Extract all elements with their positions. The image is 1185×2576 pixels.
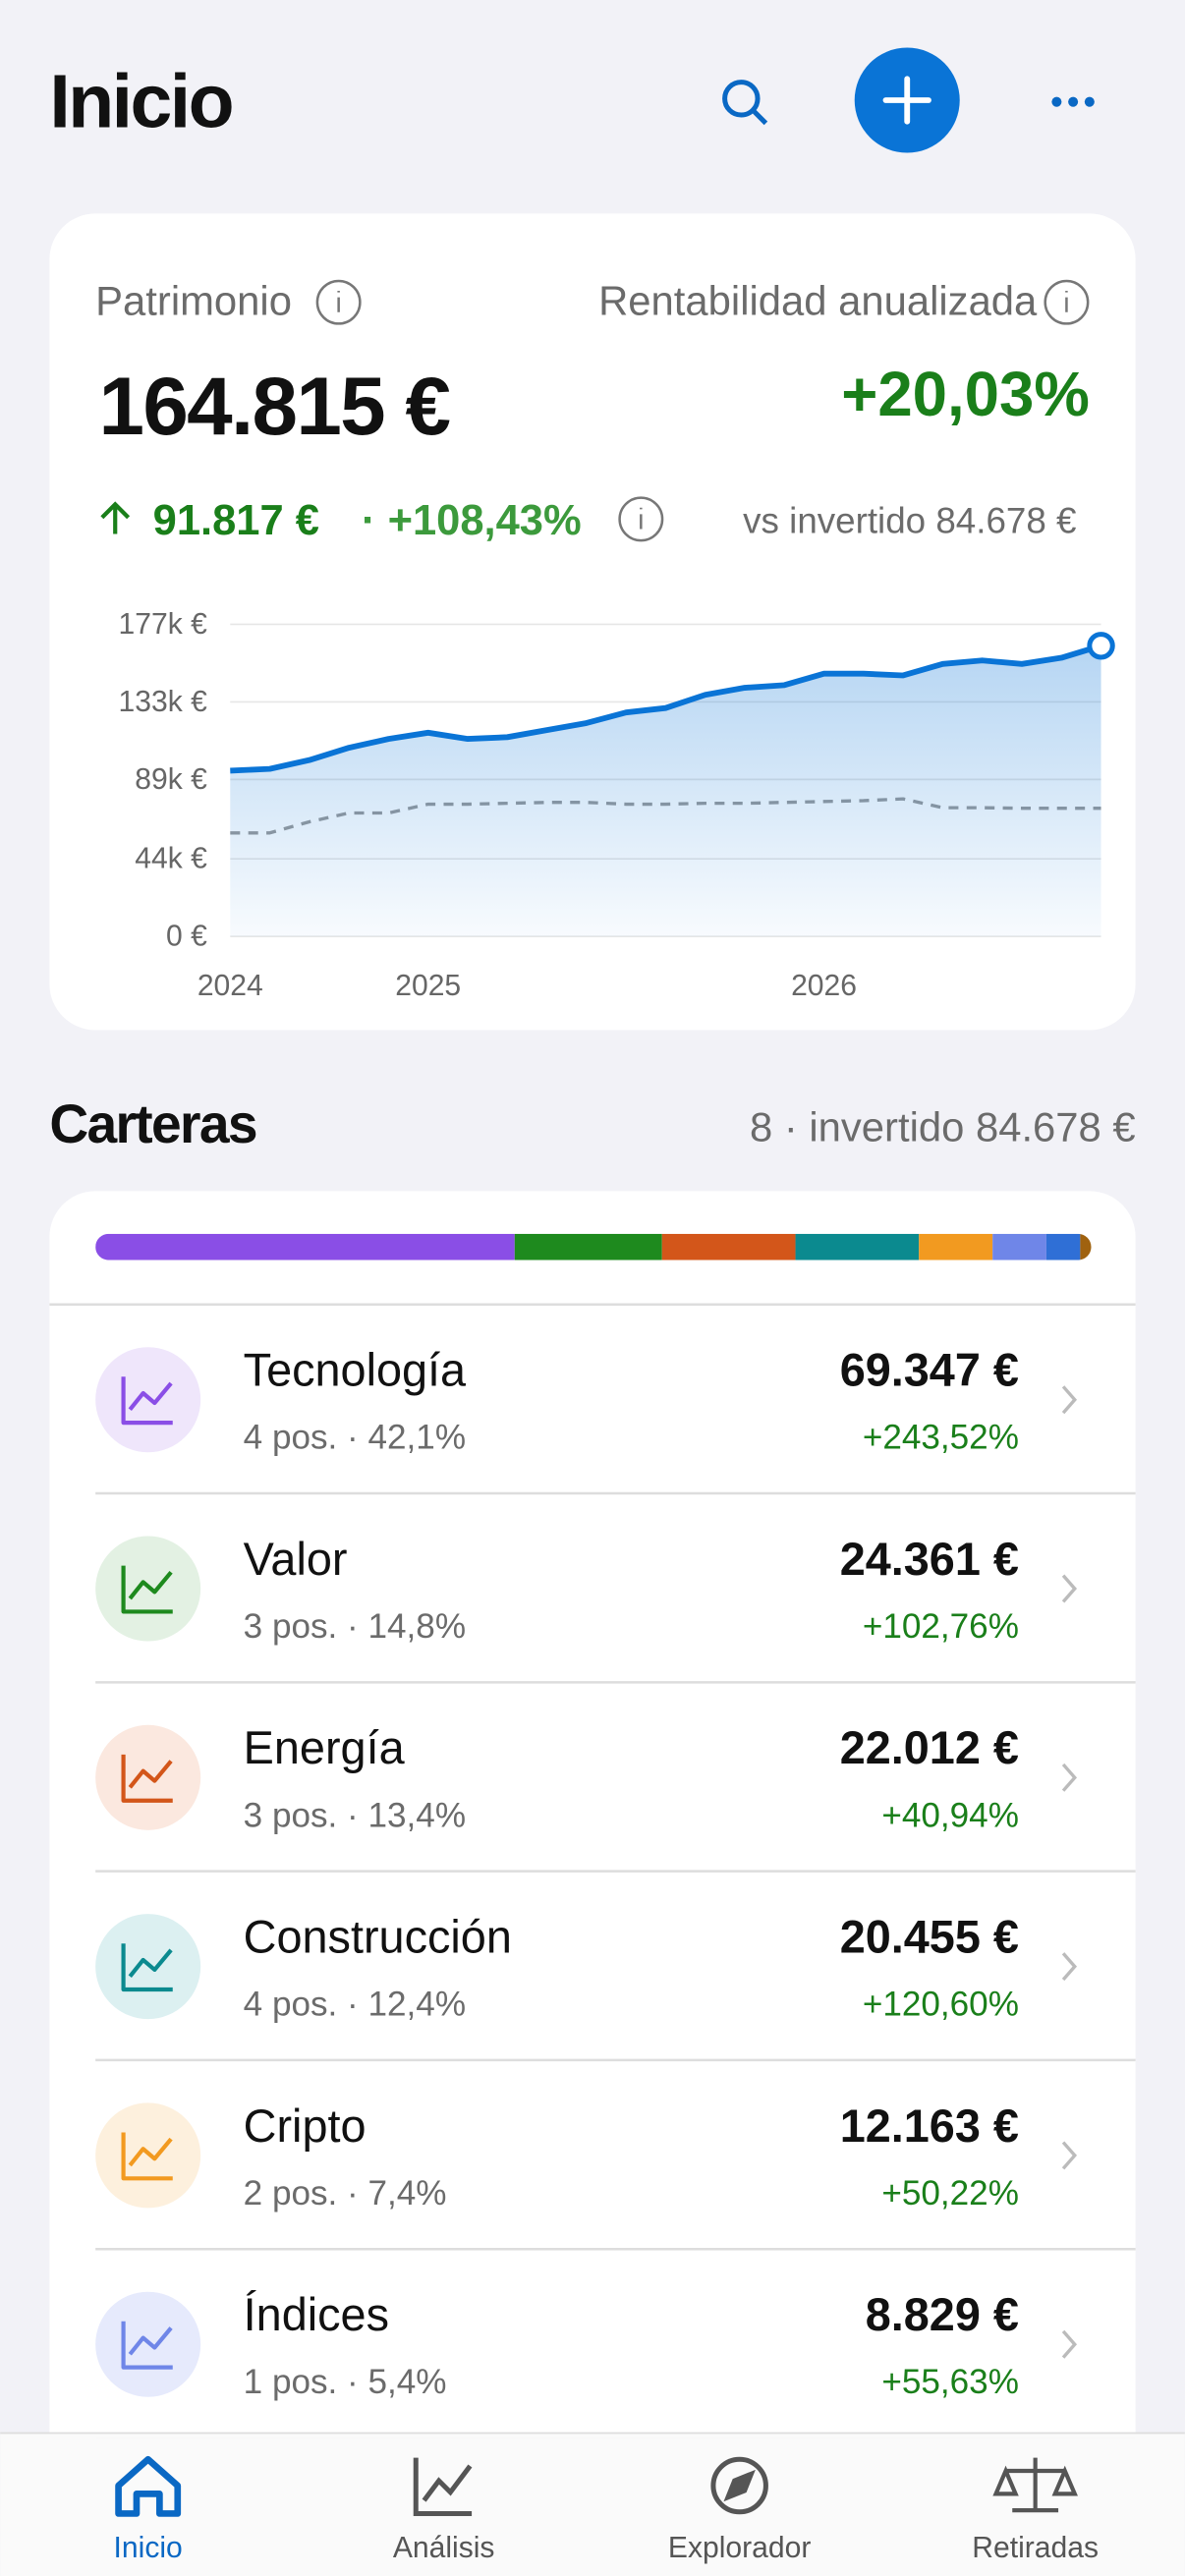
withdrawals-icon bbox=[992, 2457, 1078, 2513]
portfolio-change: +40,94% bbox=[881, 1796, 1019, 1834]
chevron bbox=[1061, 1574, 1078, 1603]
portfolio-subtitle: 3 pos. · 13,4% bbox=[244, 1796, 466, 1834]
x-tick-label: 2026 bbox=[791, 970, 857, 1002]
up-arrow bbox=[100, 501, 131, 534]
portfolio-change: +243,52% bbox=[863, 1419, 1019, 1457]
portfolio-value: 20.455 € bbox=[840, 1912, 1019, 1963]
tab-bar bbox=[0, 2432, 1185, 2576]
tab-label[interactable]: Análisis bbox=[393, 2532, 495, 2564]
tab-label[interactable]: Retiradas bbox=[972, 2532, 1099, 2564]
end-marker bbox=[1087, 632, 1115, 660]
portfolio-card bbox=[49, 1191, 1136, 2576]
portfolio-icon bbox=[121, 2321, 173, 2370]
portfolio-name: Construcción bbox=[244, 1912, 512, 1963]
portfolio-subtitle: 2 pos. · 7,4% bbox=[244, 2174, 447, 2212]
portfolio-icon bbox=[121, 1754, 173, 1803]
portfolio-name: Cripto bbox=[244, 2100, 367, 2152]
net-worth-label: Patrimonio bbox=[95, 278, 292, 324]
portfolio-icon bbox=[121, 1565, 173, 1614]
chevron bbox=[1061, 2329, 1078, 2359]
home-icon bbox=[115, 2455, 182, 2517]
chevron bbox=[1061, 1385, 1078, 1415]
portfolio-value: 22.012 € bbox=[840, 1722, 1019, 1773]
portfolio-name: Índices bbox=[244, 2289, 389, 2340]
allocation-segment bbox=[795, 1233, 920, 1260]
tab-labels: Inicio Análisis Explorador Retiradas bbox=[114, 2532, 1099, 2564]
add-button[interactable] bbox=[854, 47, 960, 153]
explore-icon bbox=[710, 2456, 768, 2515]
allocation-bar bbox=[95, 1233, 1092, 1260]
y-tick-label: 177k € bbox=[119, 608, 208, 641]
allocation-segment bbox=[919, 1233, 993, 1260]
y-tick-label: 0 € bbox=[166, 921, 207, 953]
portfolio-subtitle: 4 pos. · 12,4% bbox=[244, 1986, 466, 2024]
portfolio-icon bbox=[121, 2132, 173, 2181]
portfolio-value: 24.361 € bbox=[840, 1534, 1019, 1585]
value-line bbox=[230, 643, 1102, 774]
portfolio-row[interactable]: Tecnología 4 pos. · 42,1% 69.347 € +243,52% bbox=[95, 1345, 1136, 1495]
search-button[interactable] bbox=[722, 80, 768, 126]
return-value: +20,03% bbox=[841, 360, 1090, 429]
portfolio-name: Energía bbox=[244, 1722, 406, 1773]
page-title: Inicio bbox=[49, 60, 232, 144]
chevron bbox=[1061, 1952, 1078, 1982]
allocation-segment bbox=[661, 1233, 796, 1260]
tab-label[interactable]: Inicio bbox=[114, 2532, 183, 2564]
portfolio-subtitle: 1 pos. · 5,4% bbox=[244, 2363, 447, 2401]
chevron bbox=[1061, 2141, 1078, 2170]
portfolio-icon bbox=[121, 1943, 173, 1992]
x-tick-label: 2024 bbox=[198, 970, 263, 1002]
area bbox=[230, 645, 1101, 937]
portfolio-value: 69.347 € bbox=[840, 1345, 1019, 1396]
portfolio-row[interactable]: Energía 3 pos. · 13,4% 22.012 € +40,94% bbox=[95, 1722, 1136, 1873]
allocation-segment bbox=[1045, 1233, 1081, 1260]
allocation-segment bbox=[1080, 1233, 1092, 1260]
gain-percent: · +108,43% bbox=[362, 497, 582, 544]
gain-value: 91.817 € bbox=[153, 497, 319, 544]
info-icon[interactable] bbox=[315, 279, 362, 325]
portfolio-row[interactable]: Construcción 4 pos. · 12,4% 20.455 € +120,6… bbox=[95, 1912, 1136, 2062]
portfolio-row[interactable]: Valor 3 pos. · 14,8% 24.361 € +102,76% bbox=[95, 1534, 1136, 1684]
more-button[interactable] bbox=[1051, 96, 1095, 107]
portfolio-value: 8.829 € bbox=[866, 2289, 1019, 2340]
allocation-segment bbox=[992, 1233, 1046, 1260]
portfolio-icon bbox=[121, 1376, 173, 1426]
y-tick-label: 133k € bbox=[119, 686, 208, 718]
portfolio-subtitle: 3 pos. · 14,8% bbox=[244, 1607, 466, 1646]
portfolio-list: Tecnología 4 pos. · 42,1% 69.347 € +243,52%… bbox=[95, 1345, 1136, 2439]
section-title: Carteras bbox=[49, 1093, 256, 1154]
allocation-segment bbox=[514, 1233, 662, 1260]
portfolio-value: 12.163 € bbox=[840, 2100, 1019, 2152]
allocation-segment bbox=[95, 1233, 515, 1260]
chart: 0 € 44k € 89k € 133k € 177k € 2024 2025 2026 bbox=[119, 608, 1115, 1002]
portfolio-change: +102,76% bbox=[863, 1607, 1019, 1646]
portfolio-row[interactable]: Cripto 2 pos. · 7,4% 12.163 € +50,22% bbox=[95, 2100, 1136, 2251]
info-icon[interactable] bbox=[618, 496, 664, 542]
portfolio-change: +55,63% bbox=[881, 2363, 1019, 2401]
invested-note: vs invertido 84.678 € bbox=[743, 501, 1076, 541]
info-icon[interactable] bbox=[1044, 279, 1090, 325]
portfolio-change: +50,22% bbox=[881, 2174, 1019, 2212]
portfolio-change: +120,60% bbox=[863, 1986, 1019, 2024]
chevron bbox=[1061, 1763, 1078, 1792]
return-label: Rentabilidad anualizada bbox=[598, 278, 1038, 324]
portfolio-subtitle: 4 pos. · 42,1% bbox=[244, 1419, 466, 1457]
tab-label[interactable]: Explorador bbox=[668, 2532, 811, 2564]
y-tick-label: 89k € bbox=[135, 763, 207, 796]
section-summary: 8 · invertido 84.678 € bbox=[750, 1104, 1136, 1150]
y-tick-label: 44k € bbox=[135, 843, 207, 875]
portfolio-name: Valor bbox=[244, 1534, 348, 1585]
portfolio-name: Tecnología bbox=[244, 1345, 467, 1396]
net-worth-value: 164.815 € bbox=[99, 360, 451, 452]
analysis-icon bbox=[413, 2457, 473, 2516]
x-tick-label: 2025 bbox=[395, 970, 461, 1002]
